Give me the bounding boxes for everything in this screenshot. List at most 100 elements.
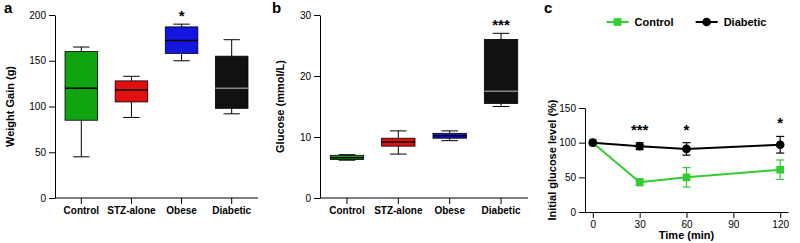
y-axis-title: Weight Gain (g)	[4, 66, 16, 147]
legend: Control Diabetic	[607, 16, 767, 28]
box-body	[382, 138, 415, 146]
box-median	[330, 157, 363, 159]
y-tick-mark	[579, 177, 585, 178]
x-tick-mark	[131, 198, 132, 204]
marker	[636, 178, 644, 186]
marker	[776, 166, 784, 174]
legend-marker	[614, 18, 622, 26]
figure: 050100150200ControlSTZ-aloneObeseDiabeti…	[0, 0, 800, 243]
x-axis: ControlSTZ-aloneObeseDiabetic	[55, 198, 258, 216]
box-body	[433, 133, 466, 138]
x-tick: 120	[772, 212, 789, 230]
legend-entry: Control	[607, 16, 674, 28]
marks	[330, 33, 517, 160]
y-tick-mark	[579, 108, 585, 109]
panel-title: b	[272, 0, 281, 16]
marker	[682, 145, 691, 154]
error-bar-cap	[683, 186, 691, 187]
whisker-cap-low	[73, 156, 89, 157]
marks	[588, 136, 784, 187]
whisker-cap-high	[390, 130, 407, 131]
x-tick: STZ-alone	[107, 198, 156, 216]
box	[484, 33, 517, 106]
x-tick: Obese	[166, 198, 197, 216]
error-bar-cap	[683, 142, 691, 143]
whisker-cap-high	[441, 130, 458, 131]
panel: 0501001500306090120Time (min)*****Contro…	[544, 0, 789, 241]
box	[382, 131, 415, 154]
whisker-low	[398, 146, 399, 154]
x-tick-label: Control	[329, 205, 365, 216]
whisker-high	[81, 47, 82, 52]
whisker-cap-high	[73, 47, 89, 48]
y-axis-line	[55, 16, 56, 199]
y-tick-mark	[314, 137, 320, 138]
error-bar-cap	[776, 152, 784, 153]
marker	[589, 139, 597, 147]
x-axis-title: Time (min)	[659, 229, 715, 241]
marker	[588, 138, 597, 147]
x-tick-mark	[231, 198, 232, 204]
error-bar	[776, 136, 784, 153]
y-tick-label: 200	[29, 10, 46, 21]
box-median	[433, 135, 466, 137]
y-tick-label: 50	[35, 147, 47, 158]
y-tick-mark	[49, 15, 55, 16]
y-tick-mark	[314, 76, 320, 77]
whisker-cap-low	[441, 140, 458, 141]
x-tick-mark	[181, 198, 182, 204]
x-tick: Obese	[434, 198, 465, 216]
box-body	[65, 52, 98, 121]
marker	[683, 173, 691, 181]
x-axis: ControlSTZ-aloneObeseDiabetic	[320, 198, 528, 216]
error-bar	[636, 179, 644, 186]
y-tick-label: 10	[300, 132, 312, 143]
y-tick: 20	[300, 71, 320, 82]
y-tick-label: 0	[305, 193, 311, 204]
y-tick-mark	[579, 212, 585, 213]
x-tick-label: 0	[591, 219, 597, 230]
error-bar-cap	[683, 167, 691, 168]
box	[165, 24, 198, 61]
box-median	[382, 141, 415, 143]
error-bar-cap	[683, 155, 691, 156]
y-tick: 0	[570, 207, 585, 218]
error-bar-cap	[776, 179, 784, 180]
whisker-high	[501, 33, 502, 39]
x-tick-mark	[640, 212, 641, 218]
y-tick-label: 30	[300, 10, 312, 21]
box-body	[484, 39, 517, 103]
y-tick: 150	[559, 103, 585, 114]
y-tick-label: 0	[570, 207, 576, 218]
y-tick-label: 0	[40, 193, 46, 204]
whisker-high	[131, 76, 132, 81]
y-tick: 10	[300, 132, 320, 143]
box-body	[115, 81, 148, 102]
box	[215, 40, 248, 114]
whisker-cap-low	[123, 117, 139, 118]
y-tick-label: 100	[559, 137, 576, 148]
x-tick-label: 120	[772, 219, 789, 230]
whisker-cap-low	[173, 60, 189, 61]
y-tick: 50	[35, 147, 55, 158]
box-median	[215, 87, 248, 89]
box	[115, 76, 148, 117]
legend-entry: Diabetic	[696, 16, 767, 28]
y-tick: 150	[29, 55, 55, 66]
legend-marker	[702, 18, 711, 27]
y-tick: 200	[29, 10, 55, 21]
panel: 050100150200ControlSTZ-aloneObeseDiabeti…	[4, 0, 258, 216]
annotation: ***	[492, 16, 510, 33]
y-tick-mark	[314, 198, 320, 199]
box-body	[215, 56, 248, 108]
x-tick: 60	[681, 212, 693, 230]
y-axis: 0 10 20 30	[300, 10, 321, 204]
y-tick-mark	[314, 15, 320, 16]
whisker-cap-low	[224, 113, 240, 114]
y-tick: 100	[559, 137, 585, 148]
y-tick-label: 150	[559, 103, 576, 114]
y-tick-label: 20	[300, 71, 312, 82]
y-tick: 30	[300, 10, 320, 21]
whisker-low	[231, 108, 232, 113]
whisker-cap-low	[390, 154, 407, 155]
